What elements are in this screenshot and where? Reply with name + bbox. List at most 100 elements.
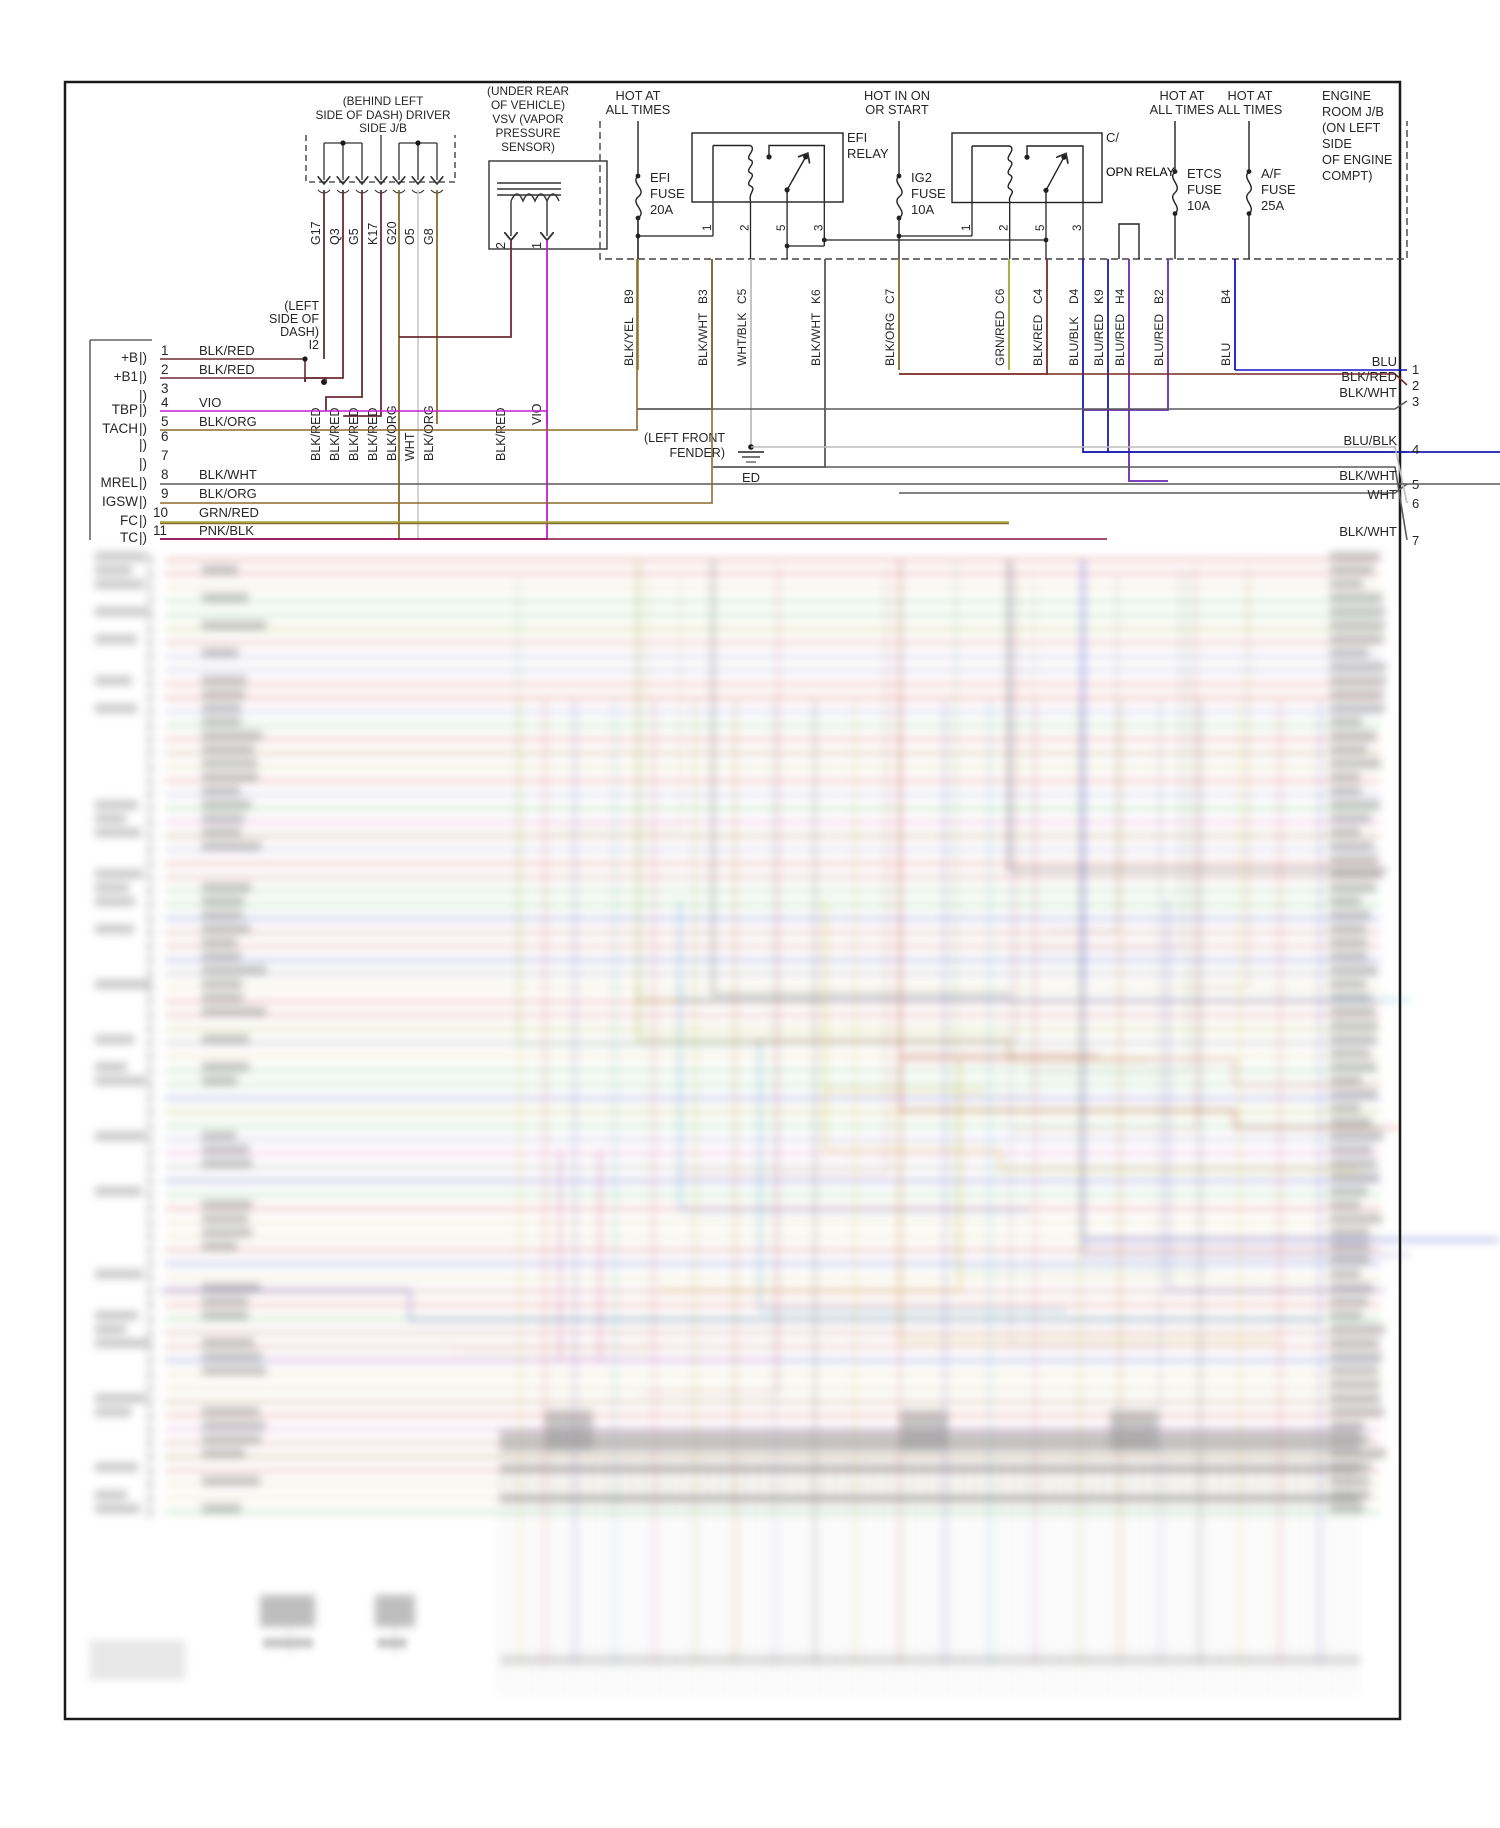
svg-text:(LEFT: (LEFT [284,299,319,313]
svg-text:WHT: WHT [403,432,417,461]
svg-text:BLK/ORG: BLK/ORG [385,405,399,461]
svg-text:PNK/BLK: PNK/BLK [199,523,254,538]
svg-text:|): |) [139,530,147,545]
svg-text:WHT/BLK: WHT/BLK [735,313,749,366]
svg-text:|): |) [139,456,147,471]
svg-text:(LEFT FRONT: (LEFT FRONT [644,431,725,445]
svg-text:4: 4 [161,395,169,410]
svg-text:C/: C/ [1106,130,1119,145]
svg-text:|): |) [139,513,147,528]
svg-text:2: 2 [740,225,752,231]
svg-text:BLU/BLK: BLU/BLK [1067,317,1081,366]
svg-text:2: 2 [999,225,1011,231]
svg-text:FUSE: FUSE [911,186,946,201]
svg-text:FUSE: FUSE [650,186,685,201]
svg-text:TBP: TBP [112,402,138,417]
svg-text:3: 3 [813,225,825,231]
svg-text:BLU: BLU [1219,343,1233,366]
svg-text:11: 11 [153,523,167,538]
svg-text:ENGINE: ENGINE [1322,88,1371,103]
svg-text:SIDE: SIDE [1322,136,1352,151]
svg-text:BLK/RED: BLK/RED [1341,369,1397,384]
svg-text:ALL TIMES: ALL TIMES [1218,102,1283,117]
svg-text:|): |) [139,388,147,403]
svg-text:I2: I2 [309,338,319,352]
svg-text:1: 1 [1412,362,1419,377]
svg-text:EFI: EFI [847,130,867,145]
svg-text:SIDE J/B: SIDE J/B [359,121,407,135]
svg-text:BLU/RED: BLU/RED [1113,314,1127,366]
svg-text:3: 3 [1072,225,1084,231]
svg-text:7: 7 [1412,533,1419,548]
svg-text:ETCS: ETCS [1187,166,1222,181]
svg-text:K6: K6 [809,289,823,304]
svg-text:B4: B4 [1219,289,1233,304]
svg-text:10: 10 [153,505,168,520]
svg-text:B3: B3 [696,289,710,304]
svg-text:BLU/RED: BLU/RED [1152,314,1166,366]
svg-text:VSV (VAPOR: VSV (VAPOR [492,112,563,126]
svg-text:BLK/WHT: BLK/WHT [809,312,823,366]
svg-text:BLK/RED: BLK/RED [309,408,323,462]
svg-text:COMPT): COMPT) [1322,168,1372,183]
svg-text:|): |) [139,437,147,452]
svg-text:7: 7 [161,448,169,463]
svg-text:IG2: IG2 [911,170,932,185]
svg-text:(UNDER REAR: (UNDER REAR [487,84,569,98]
svg-text:8: 8 [161,467,169,482]
svg-text:O5: O5 [403,228,417,245]
svg-text:+B1: +B1 [114,369,138,384]
svg-text:WHT: WHT [1367,487,1397,502]
svg-text:G17: G17 [309,221,323,245]
svg-text:VIO: VIO [530,403,544,425]
svg-text:BLU: BLU [1372,354,1397,369]
svg-text:4: 4 [1412,442,1419,457]
svg-text:IGSW: IGSW [102,494,138,509]
svg-text:|): |) [139,369,147,384]
svg-text:BLK/RED: BLK/RED [1031,314,1045,366]
svg-text:1: 1 [530,242,544,249]
svg-text:C7: C7 [883,288,897,304]
svg-text:3: 3 [161,381,169,396]
svg-text:BLK/RED: BLK/RED [199,343,255,358]
svg-text:BLK/WHT: BLK/WHT [1339,468,1397,483]
svg-text:K9: K9 [1092,289,1106,304]
svg-text:OPN RELAY: OPN RELAY [1106,165,1175,179]
svg-text:+B: +B [121,350,138,365]
svg-text:A/F: A/F [1261,166,1281,181]
svg-text:HOT AT: HOT AT [615,88,660,103]
svg-text:BLK/WHT: BLK/WHT [696,312,710,366]
svg-text:6: 6 [161,429,169,444]
svg-text:|): |) [139,350,147,365]
svg-text:MREL: MREL [100,475,138,490]
svg-text:B9: B9 [622,289,636,304]
svg-text:10A: 10A [1187,198,1210,213]
svg-text:(BEHIND LEFT: (BEHIND LEFT [343,94,424,108]
svg-text:BLK/RED: BLK/RED [328,408,342,462]
svg-text:DASH): DASH) [280,325,319,339]
svg-text:FENDER): FENDER) [669,446,725,460]
svg-text:SENSOR): SENSOR) [501,140,555,154]
svg-text:H4: H4 [1113,288,1127,304]
svg-text:9: 9 [161,486,169,501]
svg-text:|): |) [139,475,147,490]
svg-text:5: 5 [1035,225,1047,231]
svg-text:ALL TIMES: ALL TIMES [1150,102,1215,117]
svg-text:5: 5 [161,414,169,429]
svg-text:VIO: VIO [199,395,221,410]
svg-text:|): |) [139,494,147,509]
svg-text:25A: 25A [1261,198,1284,213]
svg-text:HOT AT: HOT AT [1159,88,1204,103]
svg-text:C6: C6 [993,288,1007,304]
svg-text:C5: C5 [735,288,749,304]
svg-text:K17: K17 [366,223,380,245]
svg-text:HOT IN ON: HOT IN ON [864,88,930,103]
svg-text:ED: ED [742,470,760,485]
svg-text:2: 2 [161,362,169,377]
svg-text:FUSE: FUSE [1187,182,1222,197]
svg-text:BLK/RED: BLK/RED [347,408,361,462]
svg-text:G8: G8 [422,228,436,245]
svg-text:RELAY: RELAY [847,146,889,161]
svg-text:5: 5 [776,225,788,231]
svg-text:BLK/RED: BLK/RED [494,408,508,462]
